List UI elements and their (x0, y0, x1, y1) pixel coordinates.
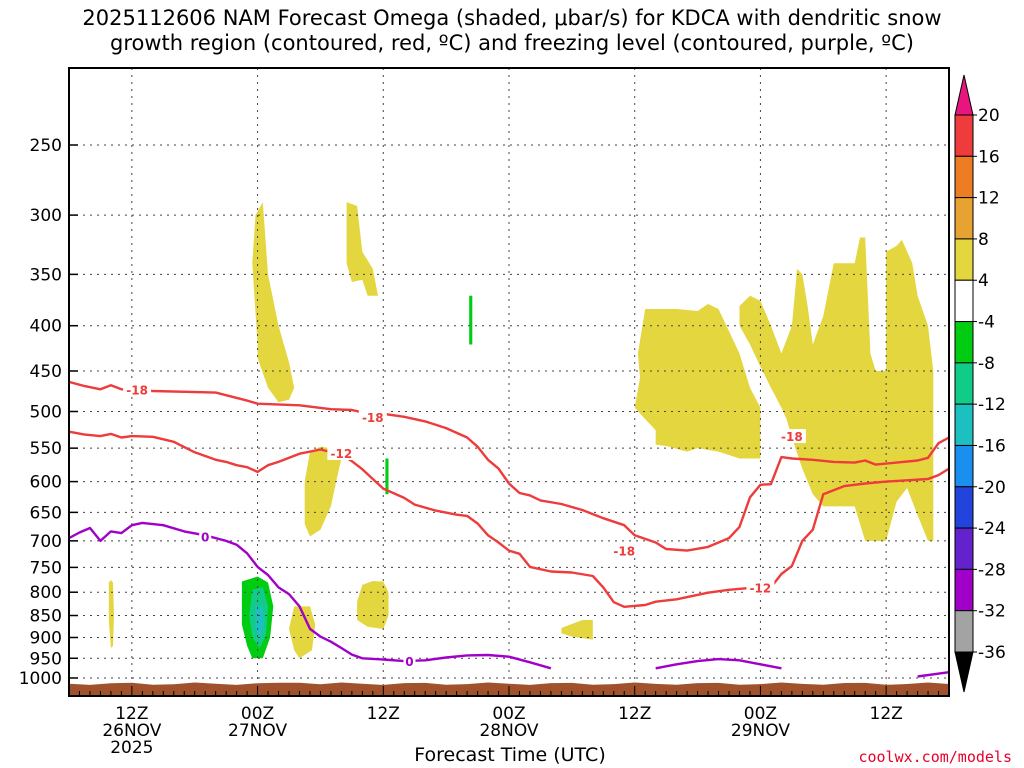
x-tick-label: 00Z (241, 704, 274, 724)
y-tick-label: 700 (30, 532, 62, 552)
y-tick-label: 650 (30, 503, 62, 523)
colorbar-bin (954, 114, 974, 157)
y-tick-label: 400 (30, 317, 62, 337)
contour-label-bg (327, 446, 356, 461)
y-tick-label: 900 (30, 628, 62, 648)
colorbar-bin (954, 279, 974, 323)
contour-label-bg (610, 543, 639, 558)
colorbar-bin (954, 527, 974, 570)
colorbar-label: 8 (978, 230, 989, 250)
omega-region (304, 446, 342, 537)
x-tick-label: 00Z (492, 704, 525, 724)
colorbar-label: 16 (978, 147, 1000, 167)
contour-label-bg (777, 429, 806, 444)
x-tick-label: 12Z (618, 704, 651, 724)
axes-layer: 2503003504004505005506006507007508008509… (19, 136, 950, 758)
omega-core (469, 295, 473, 345)
x-tick-label: 29NOV (731, 721, 790, 741)
colorbar-label: 20 (978, 106, 1000, 126)
x-tick-label: 12Z (870, 704, 903, 724)
chart-title-line2: growth region (contoured, red, ºC) and f… (110, 31, 914, 55)
colorbar-label: -8 (978, 354, 995, 374)
y-tick-label: 300 (30, 206, 62, 226)
x-tick-label: 12Z (367, 704, 400, 724)
y-tick-label: 450 (30, 362, 62, 382)
y-tick-label: 800 (30, 583, 62, 603)
colorbar-bin (954, 238, 974, 281)
contour-label: -18 (362, 411, 384, 425)
contour-label-bg (358, 409, 387, 424)
colorbar-bin (954, 486, 974, 529)
y-tick-label: 500 (30, 403, 62, 423)
colorbar-top-arrow (954, 74, 974, 116)
omega-shading-layer (108, 202, 934, 659)
x-tick-label: 26NOV (102, 721, 161, 741)
y-tick-label: 350 (30, 265, 62, 285)
colorbar-label: -32 (978, 602, 1006, 622)
x-axis-label: Forecast Time (UTC) (414, 744, 606, 766)
x-tick-label: 28NOV (479, 721, 538, 741)
colorbar-label: -24 (978, 519, 1006, 539)
contour-label: 0 (201, 530, 209, 544)
contour-line (69, 380, 949, 552)
contour-label: -12 (331, 447, 353, 461)
contour-label-bg (746, 580, 775, 595)
colorbar-bin (954, 610, 974, 653)
contour-label: -12 (750, 581, 772, 595)
y-tick-label: 750 (30, 558, 62, 578)
contour-label-bg (199, 529, 212, 544)
colorbar-label: 4 (978, 271, 989, 291)
omega-region (739, 237, 934, 541)
omega-region (252, 202, 295, 403)
contour-label-bg (123, 382, 152, 397)
y-tick-label: 1000 (19, 669, 62, 689)
colorbar-label: 12 (978, 189, 1000, 209)
chart-title-line1: 2025112606 NAM Forecast Omega (shaded, μ… (82, 6, 942, 30)
colorbar-label: -28 (978, 560, 1006, 580)
contour-line (69, 430, 949, 608)
colorbar-bin (954, 362, 974, 405)
contour-layer: -18 -18 -12 0 -18 -18 -12 0 (69, 380, 949, 678)
contour-line (655, 657, 782, 670)
colorbar-label: -36 (978, 643, 1006, 663)
contour-line (69, 521, 552, 670)
contour-label: 0 (405, 655, 413, 669)
omega-region (346, 202, 378, 296)
x-tick-label: 2025 (110, 738, 153, 758)
chart-title: 2025112606 NAM Forecast Omega (shaded, μ… (0, 6, 1024, 56)
omega-region (561, 620, 593, 640)
omega-core (385, 458, 389, 495)
colorbar: 20 16 12 8 4 -4 -8 -12 -16 -20 -24 -28 -32 -36 (954, 74, 1006, 693)
x-tick-label: 12Z (115, 704, 148, 724)
colorbar-bin (954, 403, 974, 446)
omega-region (357, 581, 389, 629)
colorbar-label: -12 (978, 395, 1006, 415)
colorbar-label: -20 (978, 478, 1006, 498)
contour-label: -18 (613, 545, 635, 559)
x-tick-label: 27NOV (228, 721, 287, 741)
y-tick-label: 950 (30, 649, 62, 669)
y-tick-label: 850 (30, 607, 62, 627)
colorbar-bin (954, 444, 974, 488)
contour-label: -18 (126, 383, 148, 397)
contour-label-bg (403, 654, 416, 669)
y-tick-label: 250 (30, 136, 62, 156)
colorbar-bin (954, 197, 974, 240)
colorbar-label: -16 (978, 436, 1006, 456)
site-credit[interactable]: coolwx.com/models (858, 748, 1012, 766)
x-tick-label: 00Z (744, 704, 777, 724)
colorbar-bottom-arrow (954, 651, 974, 693)
colorbar-bin (954, 568, 974, 612)
y-tick-label: 600 (30, 473, 62, 493)
omega-region (108, 580, 114, 648)
contour-line (917, 671, 949, 678)
omega-region (634, 304, 761, 459)
omega-region (289, 606, 316, 659)
colorbar-bin (954, 155, 974, 199)
colorbar-label: -4 (978, 313, 995, 333)
colorbar-bin (954, 321, 974, 364)
y-tick-label: 550 (30, 439, 62, 459)
contour-label: -18 (781, 430, 803, 444)
